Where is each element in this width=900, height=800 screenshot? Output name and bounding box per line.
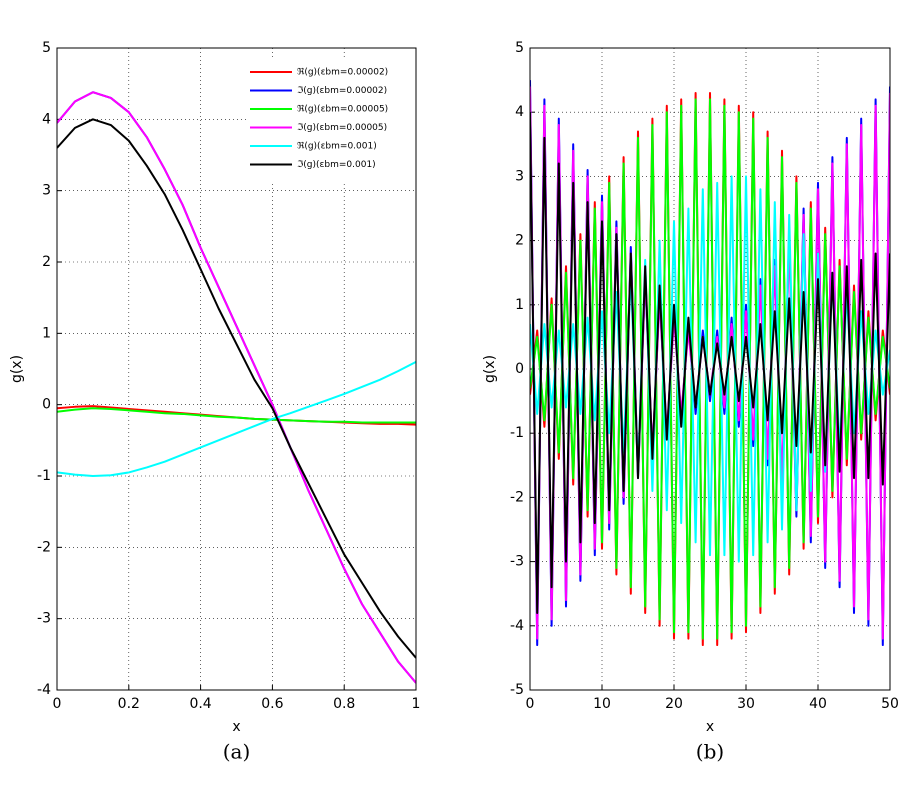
caption: (b) xyxy=(696,740,724,764)
y-tick-label: -1 xyxy=(510,425,524,441)
y-tick-label: 2 xyxy=(515,233,524,249)
y-tick-label: 4 xyxy=(515,104,524,120)
x-tick-label: 0.6 xyxy=(261,696,283,712)
series-line xyxy=(57,118,416,659)
y-axis-label: g(x) xyxy=(482,355,498,383)
y-tick-label: 5 xyxy=(515,40,524,56)
y-tick-label: 1 xyxy=(515,297,524,313)
series-line xyxy=(57,91,416,684)
series-line xyxy=(57,407,416,424)
series-line xyxy=(530,112,890,614)
y-tick-label: -4 xyxy=(37,682,51,698)
axes-frame xyxy=(529,47,891,691)
y-tick-label: -2 xyxy=(37,539,51,555)
series-line xyxy=(530,98,890,640)
y-tick-label: 3 xyxy=(515,168,524,184)
y-tick-label: 5 xyxy=(42,40,51,56)
y-tick-label: 2 xyxy=(42,254,51,270)
y-tick-label: 3 xyxy=(42,183,51,199)
axes-frame xyxy=(56,47,417,691)
y-tick-label: 0 xyxy=(42,397,51,413)
legend-label: ℑ(g)(εbm=0.00005) xyxy=(297,123,387,133)
x-tick-label: 1 xyxy=(412,696,421,712)
x-tick-label: 0 xyxy=(53,696,62,712)
y-tick-label: 4 xyxy=(42,111,51,127)
legend-label: ℑ(g)(εbm=0.00002) xyxy=(297,86,387,96)
x-tick-label: 0.2 xyxy=(118,696,140,712)
x-tick-label: 0 xyxy=(526,696,535,712)
y-tick-label: -3 xyxy=(510,554,524,570)
x-tick-label: 10 xyxy=(593,696,611,712)
x-tick-label: 0.8 xyxy=(333,696,355,712)
y-tick-label: -1 xyxy=(37,468,51,484)
legend-label: ℜ(g)(εbm=0.00002) xyxy=(297,68,388,78)
y-tick-label: -3 xyxy=(37,611,51,627)
y-tick-label: 0 xyxy=(515,361,524,377)
caption: (a) xyxy=(223,740,251,764)
legend-label: ℑ(g)(εbm=0.001) xyxy=(297,160,376,170)
y-tick-label: -5 xyxy=(510,682,524,698)
legend-box xyxy=(246,60,414,183)
legend-label: ℜ(g)(εbm=0.00005) xyxy=(297,105,388,115)
y-tick-label: -2 xyxy=(510,489,524,505)
y-tick-label: -4 xyxy=(510,618,524,634)
y-tick-label: 1 xyxy=(42,325,51,341)
x-axis-label: x xyxy=(232,719,240,735)
x-axis-label: x xyxy=(706,719,714,735)
x-tick-label: 40 xyxy=(809,696,827,712)
y-axis-label: g(x) xyxy=(9,355,25,383)
x-tick-label: 0.4 xyxy=(189,696,211,712)
x-tick-label: 50 xyxy=(881,696,899,712)
x-tick-label: 30 xyxy=(737,696,755,712)
legend-label: ℜ(g)(εbm=0.001) xyxy=(297,142,377,152)
series-line xyxy=(57,360,416,477)
x-tick-label: 20 xyxy=(665,696,683,712)
